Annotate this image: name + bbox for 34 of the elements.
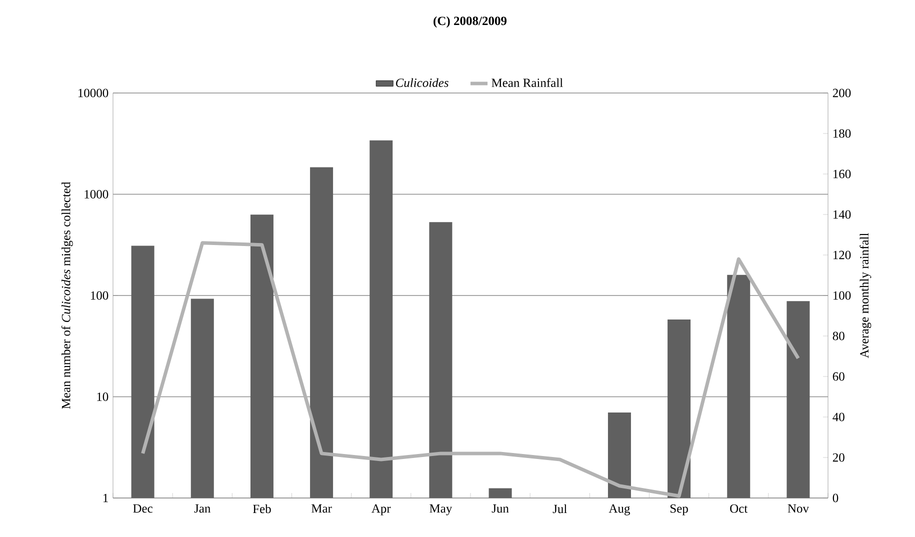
x-tick-label: Jul xyxy=(552,504,567,514)
x-tick-label: Nov xyxy=(788,504,809,513)
y-tick-label: 1 xyxy=(103,494,108,502)
y2-tick-label: 100 xyxy=(833,291,851,300)
x-tick-label: May xyxy=(430,504,452,516)
x-tick-label: Mar xyxy=(311,504,332,513)
x-tick-label: Aug xyxy=(608,504,630,516)
legend-label: Mean Rainfall xyxy=(492,78,563,88)
chart-title: (C) 2008/2009 xyxy=(434,16,507,28)
y2-tick-label: 40 xyxy=(832,412,844,422)
y2-tick-label: 160 xyxy=(833,170,851,178)
y2-tick-label: 60 xyxy=(832,372,844,381)
x-tick-label: Jan xyxy=(194,504,211,513)
y2-tick-label: 180 xyxy=(833,129,851,138)
y2-tick-label: 20 xyxy=(832,453,844,462)
y-tick-label: 10000 xyxy=(78,88,108,98)
x-tick-label: Sep xyxy=(670,504,688,516)
y-tick-label: 10 xyxy=(97,392,108,401)
y2-tick-label: 120 xyxy=(833,250,851,260)
x-tick-label: Oct xyxy=(730,504,748,513)
legend-label: Culicoides xyxy=(396,78,448,88)
y2-tick-label: 140 xyxy=(833,210,851,219)
x-tick-label: Dec xyxy=(133,504,152,513)
y2-tick-label: 200 xyxy=(832,88,851,98)
y2-tick-label: 80 xyxy=(832,332,844,340)
y-tick-label: 100 xyxy=(90,291,108,300)
line-series xyxy=(141,241,800,498)
y2-axis-title: Average monthly rainfall xyxy=(860,233,872,358)
x-tick-label: Feb xyxy=(252,504,271,514)
y-axis-title: Mean number of Culicoides midges collected xyxy=(61,182,73,409)
y-tick-label: 1000 xyxy=(84,190,108,198)
x-tick-label: Jun xyxy=(492,504,509,513)
x-tick-label: Apr xyxy=(372,504,391,516)
y2-tick-label: 0 xyxy=(832,494,838,502)
